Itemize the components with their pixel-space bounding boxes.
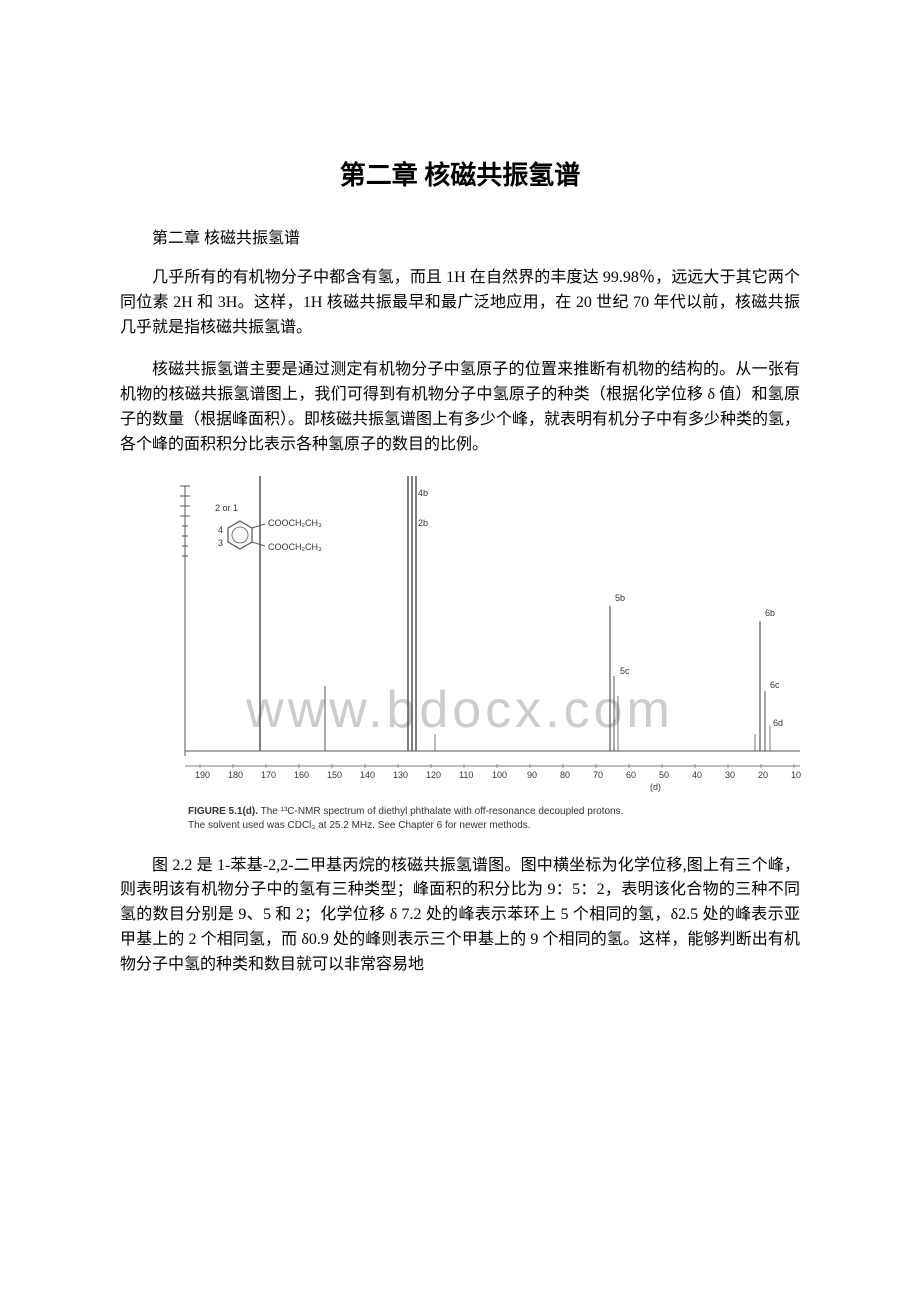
svg-text:20: 20 — [758, 770, 768, 780]
peak-label-6c: 6c — [770, 680, 780, 690]
paragraph-3: 图 2.2 是 1-苯基-2,2-二甲基丙烷的核磁共振氢谱图。图中横坐标为化学位… — [120, 854, 800, 978]
figure-caption: FIGURE 5.1(d). The ¹³C-NMR spectrum of d… — [188, 805, 810, 833]
svg-text:80: 80 — [560, 770, 570, 780]
svg-text:140: 140 — [360, 770, 375, 780]
caption-line1: The ¹³C-NMR spectrum of diethyl phthalat… — [258, 806, 623, 817]
svg-text:3: 3 — [218, 538, 223, 548]
svg-text:60: 60 — [626, 770, 636, 780]
caption-line2: The solvent used was CDCl₃ at 25.2 MHz. … — [188, 820, 531, 831]
svg-text:130: 130 — [393, 770, 408, 780]
paragraph-1: 几乎所有的有机物分子中都含有氢，而且 1H 在自然界的丰度达 99.98％，远远… — [120, 266, 800, 340]
molecule-substituent-2: COOCH₂CH₃ — [268, 542, 322, 552]
svg-text:110: 110 — [459, 770, 473, 780]
peak-label-5c: 5c — [620, 666, 630, 676]
svg-text:30: 30 — [725, 770, 735, 780]
svg-text:160: 160 — [294, 770, 309, 780]
peak-label-4b: 4b — [418, 488, 428, 498]
axis-label: (d) — [650, 782, 661, 792]
svg-text:150: 150 — [327, 770, 342, 780]
svg-text:100: 100 — [492, 770, 507, 780]
svg-text:90: 90 — [527, 770, 537, 780]
peak-label-2b: 2b — [418, 518, 428, 528]
svg-text:170: 170 — [261, 770, 276, 780]
molecule-structure: 2 or 1 COOCH₂CH₃ COOCH₂CH₃ 4 3 — [215, 503, 322, 552]
svg-text:4: 4 — [218, 525, 223, 535]
svg-text:190: 190 — [195, 770, 210, 780]
molecule-substituent-1: COOCH₂CH₃ — [268, 518, 322, 528]
svg-text:120: 120 — [426, 770, 441, 780]
molecule-label-1: 2 or 1 — [215, 503, 238, 513]
svg-text:70: 70 — [593, 770, 603, 780]
peak-label-6b: 6b — [765, 608, 775, 618]
x-axis-ticks: 190 180 170 160 150 140 130 120 110 100 — [195, 764, 801, 780]
peak-label-6d: 6d — [773, 718, 783, 728]
svg-text:40: 40 — [692, 770, 702, 780]
page-title: 第二章 核磁共振氢谱 — [120, 155, 800, 192]
svg-text:180: 180 — [228, 770, 243, 780]
peak-label-5b: 5b — [615, 593, 625, 603]
page-content: 第二章 核磁共振氢谱 第二章 核磁共振氢谱 几乎所有的有机物分子中都含有氢，而且… — [0, 0, 920, 978]
svg-text:10: 10 — [791, 770, 801, 780]
subtitle: 第二章 核磁共振氢谱 — [120, 224, 800, 248]
svg-text:50: 50 — [659, 770, 669, 780]
caption-bold: FIGURE 5.1(d). — [188, 806, 258, 817]
nmr-figure: 2 or 1 COOCH₂CH₃ COOCH₂CH₃ 4 3 4b 2b — [160, 476, 810, 846]
nmr-spectrum-svg: 2 or 1 COOCH₂CH₃ COOCH₂CH₃ 4 3 4b 2b — [160, 476, 810, 796]
paragraph-2: 核磁共振氢谱主要是通过测定有机物分子中氢原子的位置来推断有机物的结构的。从一张有… — [120, 358, 800, 457]
